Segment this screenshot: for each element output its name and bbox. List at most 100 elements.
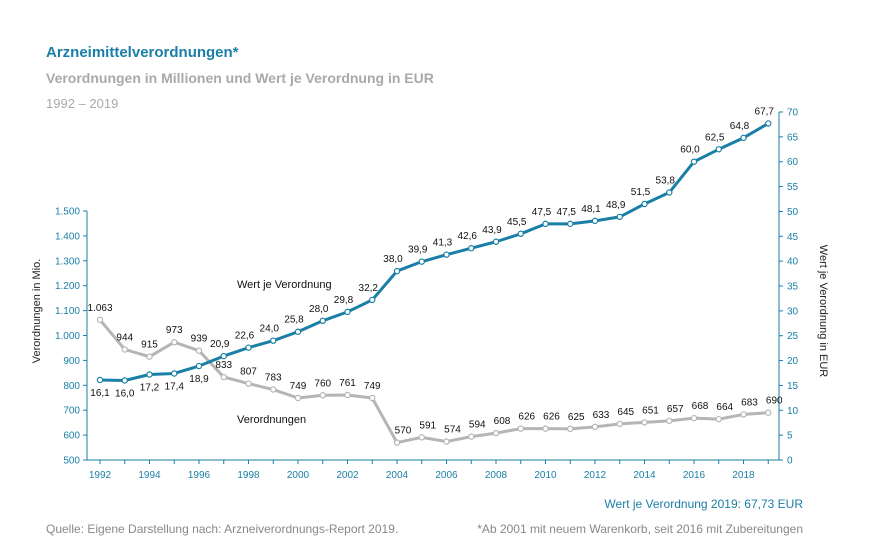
verordnungen-point <box>270 386 277 393</box>
verordnungen-point <box>740 411 747 418</box>
wert-point <box>517 230 524 237</box>
verordnungen-data-label: 807 <box>240 367 257 378</box>
x-tick-label: 2000 <box>287 470 310 481</box>
wert-point <box>591 217 599 225</box>
verordnungen-data-label: 594 <box>469 420 486 431</box>
wert-data-label: 48,9 <box>606 200 626 211</box>
x-tick-label: 2012 <box>584 470 607 481</box>
y-tick-label-right: 65 <box>787 132 799 143</box>
y-tick-label-right: 50 <box>787 207 799 218</box>
wert-data-label: 64,8 <box>730 121 750 132</box>
y-tick-label-left: 600 <box>63 431 80 442</box>
wert-data-label: 20,9 <box>210 339 230 350</box>
y-tick-label-right: 40 <box>787 257 799 268</box>
x-tick-label: 2008 <box>485 470 508 481</box>
wert-data-label: 67,7 <box>755 106 775 117</box>
verordnungen-data-label: 944 <box>116 332 133 343</box>
wert-point <box>641 200 648 208</box>
wert-data-label: 47,5 <box>532 207 552 218</box>
wert-point <box>616 213 623 221</box>
x-tick-label: 1998 <box>237 470 260 481</box>
wert-point <box>715 146 722 153</box>
x-tick-label: 2004 <box>386 470 409 481</box>
verordnungen-point <box>542 425 549 432</box>
chart-period: 1992 – 2019 <box>46 96 119 111</box>
verordnungen-point <box>641 419 648 426</box>
wert-data-label: 48,1 <box>581 204 601 215</box>
wert-point <box>195 362 203 370</box>
y-tick-label-left: 1.500 <box>55 207 80 218</box>
wert-point <box>393 267 401 275</box>
wert-data-label: 28,0 <box>309 304 329 315</box>
wert-data-label: 42,6 <box>458 231 478 242</box>
wert-point <box>468 245 475 252</box>
wert-data-label: 47,5 <box>557 207 577 218</box>
verordnungen-data-label: 574 <box>444 425 461 436</box>
verordnungen-point <box>765 409 772 416</box>
wert-data-label: 43,9 <box>482 225 502 236</box>
x-tick-label: 1994 <box>138 470 161 481</box>
verordnungen-data-label: 760 <box>314 378 331 389</box>
chart-title: Arzneimittelverordnungen* <box>46 44 239 61</box>
verordnungen-series-label: Verordnungen <box>237 414 306 426</box>
x-tick-label: 1992 <box>89 470 112 481</box>
wert-point <box>294 328 302 335</box>
footnote: *Ab 2001 mit neuem Warenkorb, seit 2016 … <box>477 522 803 536</box>
verordnungen-point <box>146 353 153 360</box>
verordnungen-point <box>319 392 326 399</box>
verordnungen-point <box>616 420 623 428</box>
verordnungen-data-label: 939 <box>191 334 208 345</box>
wert-data-label: 41,3 <box>433 238 453 249</box>
verordnungen-point <box>468 433 475 440</box>
verordnungen-point <box>393 439 401 446</box>
y-tick-label-left: 800 <box>63 381 80 392</box>
wert-data-label: 17,4 <box>165 381 185 392</box>
wert-point <box>270 337 277 344</box>
y-tick-label-right: 5 <box>787 431 793 442</box>
wert-point <box>765 120 772 127</box>
y-tick-label-right: 0 <box>787 456 793 467</box>
y-tick-label-right: 70 <box>787 108 799 119</box>
verordnungen-data-label: 591 <box>419 420 436 431</box>
wert-data-label: 53,8 <box>656 176 676 187</box>
y-tick-label-left: 1.200 <box>55 281 80 292</box>
y-tick-label-right: 30 <box>787 306 799 317</box>
wert-data-label: 45,5 <box>507 217 527 228</box>
wert-point <box>344 308 351 316</box>
verordnungen-point <box>121 346 128 353</box>
y-tick-label-right: 20 <box>787 356 799 367</box>
wert-data-label: 32,2 <box>359 283 379 294</box>
series-wert-line <box>99 122 770 382</box>
verordnungen-point <box>492 429 500 437</box>
verordnungen-point <box>567 425 574 433</box>
y-axis-left-title: Verordnungen in Mio. <box>31 259 43 364</box>
y-tick-label-left: 1.300 <box>55 256 80 267</box>
y-tick-label-left: 1.000 <box>55 331 80 342</box>
verordnungen-data-label: 570 <box>395 426 412 437</box>
wert-point <box>245 344 252 351</box>
wert-point <box>121 377 128 384</box>
verordnungen-point <box>690 414 698 422</box>
wert-data-label: 16,0 <box>115 388 135 399</box>
wert-data-label: 16,1 <box>90 388 110 399</box>
y-tick-label-right: 35 <box>787 282 799 293</box>
wert-point <box>96 376 104 384</box>
wert-point <box>690 158 698 165</box>
wert-data-label: 51,5 <box>631 187 651 198</box>
y-tick-label-left: 500 <box>63 456 80 467</box>
verordnungen-data-label: 749 <box>364 381 381 392</box>
verordnungen-point <box>715 415 722 423</box>
wert-data-label: 62,5 <box>705 132 725 143</box>
verordnungen-data-label: 626 <box>518 412 535 423</box>
verordnungen-point <box>666 417 673 425</box>
verordnungen-data-label: 749 <box>290 381 307 392</box>
wert-point <box>220 352 227 360</box>
y-tick-label-left: 700 <box>63 406 80 417</box>
x-tick-label: 2014 <box>633 470 656 481</box>
verordnungen-point <box>591 423 599 431</box>
y-tick-label-right: 60 <box>787 157 799 168</box>
verordnungen-data-label: 668 <box>692 401 709 412</box>
source-note: Quelle: Eigene Darstellung nach: Arzneiv… <box>46 522 399 536</box>
verordnungen-data-label: 761 <box>339 378 356 389</box>
